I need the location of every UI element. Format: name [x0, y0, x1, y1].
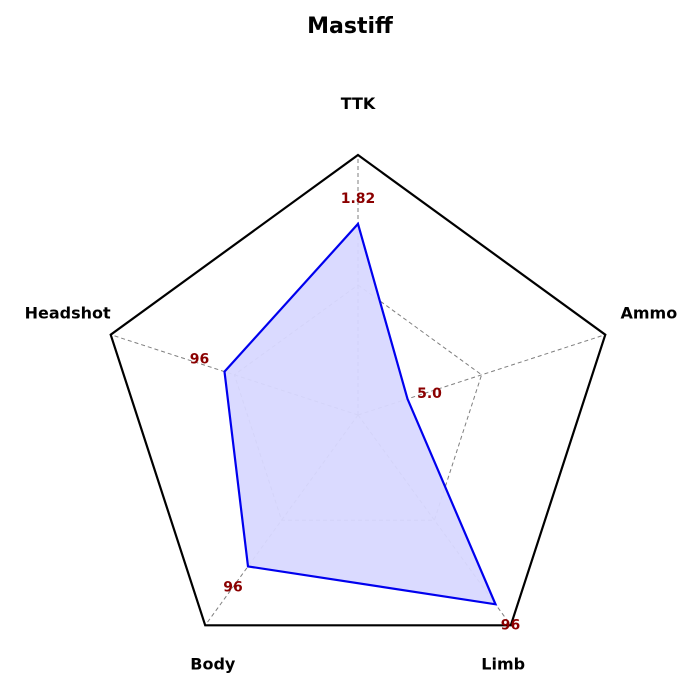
value-label-limb: 96 [501, 617, 520, 633]
value-label-ttk: 1.82 [341, 191, 376, 207]
series-area [224, 223, 496, 605]
grid-ring [233, 284, 483, 521]
axis-label-ammo: Ammo [621, 304, 678, 323]
axis-label-headshot: Headshot [25, 304, 111, 323]
axis-label-ttk: TTK [341, 94, 376, 113]
axis-label-limb: Limb [481, 654, 525, 673]
chart-title: Mastiff [307, 14, 394, 39]
axis-labels: TTK Ammo Limb Body Headshot [25, 94, 678, 673]
value-labels: 1.82 5.0 96 96 96 [190, 191, 520, 633]
axis-label-body: Body [190, 654, 236, 673]
series-line [223, 221, 498, 606]
outer-frame [109, 153, 607, 627]
value-label-headshot: 96 [190, 352, 209, 368]
value-label-ammo: 5.0 [417, 386, 442, 402]
value-label-body: 96 [223, 579, 242, 595]
